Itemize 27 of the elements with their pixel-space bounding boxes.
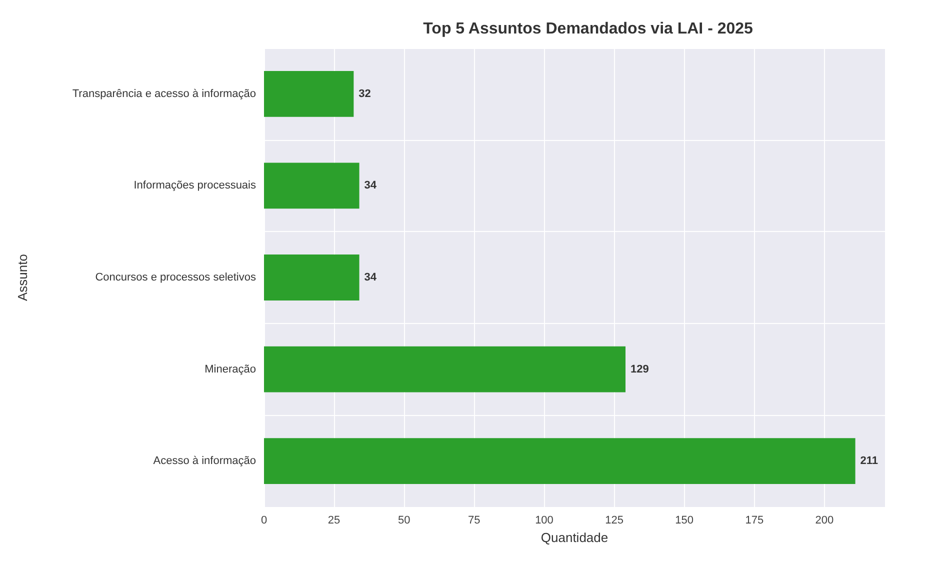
bar — [264, 162, 360, 209]
y-tick-label: Mineração — [204, 363, 256, 376]
bar — [264, 346, 626, 392]
chart-title: Top 5 Assuntos Demandados via LAI - 2025 — [423, 20, 754, 38]
y-axis-title: Assunto — [15, 254, 30, 301]
x-tick-label: 50 — [398, 514, 410, 526]
data-label: 211 — [860, 455, 878, 468]
x-tick-label: 25 — [328, 514, 340, 526]
x-tick-label: 100 — [535, 514, 554, 526]
x-tick-label: 175 — [745, 514, 764, 526]
x-tick-label: 0 — [260, 514, 268, 526]
y-tick-label: Transparência e acesso à informação — [72, 88, 256, 100]
x-tick-label: 150 — [675, 514, 694, 526]
bar — [264, 438, 856, 484]
bar — [264, 254, 360, 300]
x-tick-label: 125 — [605, 514, 624, 526]
data-label: 32 — [358, 88, 371, 100]
y-tick-label: Informações processuais — [134, 180, 256, 192]
x-tick-label: 200 — [815, 514, 834, 526]
x-axis-title: Quantidade — [540, 530, 608, 545]
bar — [264, 70, 354, 117]
x-tick-label: 75 — [468, 514, 480, 526]
y-tick-label: Acesso à informação — [153, 455, 256, 468]
data-label: 129 — [630, 363, 649, 376]
y-tick-label: Concursos e processos seletivos — [95, 272, 256, 284]
data-label: 34 — [364, 272, 378, 284]
data-label: 34 — [364, 180, 378, 192]
